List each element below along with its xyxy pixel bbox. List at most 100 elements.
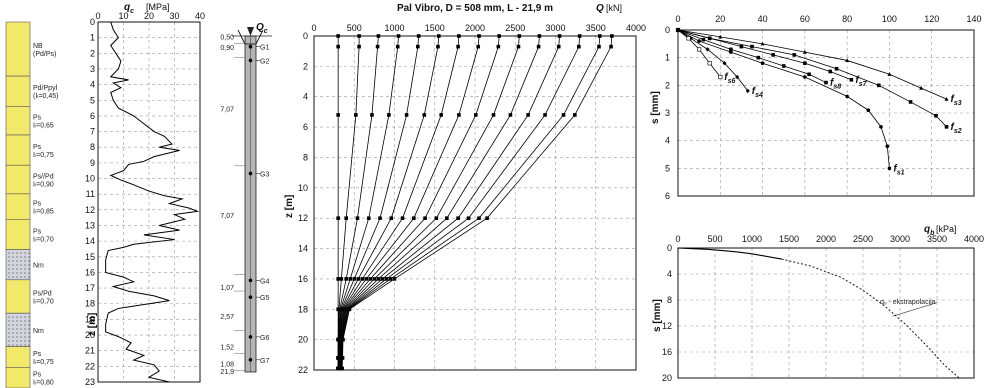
load-point: [537, 34, 542, 38]
load-point: [370, 113, 374, 117]
soil-layer-label: (Pd/Ps): [33, 51, 56, 58]
cpt-y-tick: 22: [85, 361, 95, 371]
load-point: [376, 34, 381, 38]
load-point: [357, 44, 361, 49]
load-frame: [313, 35, 637, 371]
load-series-line: [340, 35, 581, 369]
settle-point: [944, 125, 949, 129]
gauge-label: G7: [260, 358, 269, 365]
base-x-tick: 3000: [890, 234, 910, 244]
settle-series-label: fs4: [752, 86, 763, 99]
load-point: [577, 34, 582, 38]
settle-point: [908, 100, 913, 104]
settle-series-line: [677, 29, 852, 81]
load-y-tick: 20: [298, 335, 308, 345]
load-y-tick: 10: [298, 183, 308, 193]
base-x-tick: 1500: [779, 234, 799, 244]
settle-point: [771, 53, 775, 57]
base-y-tick: 8: [667, 295, 672, 305]
load-point: [387, 113, 391, 117]
load-point: [344, 277, 348, 281]
load-point: [434, 216, 439, 220]
load-point: [536, 44, 541, 49]
load-x-tick: 1000: [384, 23, 404, 33]
pile-depth-label: 7,07: [220, 213, 234, 220]
soil-layer-label: (Iₗ=0,45): [33, 93, 58, 100]
settle-x-tick: 20: [715, 14, 725, 24]
settle-point: [866, 108, 871, 113]
base-x-unit: [kPa]: [936, 224, 957, 234]
cpt-y-tick: 1: [90, 33, 95, 43]
load-x-tick: 1500: [425, 23, 445, 33]
settle-y-tick: 1: [665, 53, 670, 63]
load-x-tick: 2500: [505, 23, 525, 33]
load-point: [392, 277, 397, 281]
load-point: [517, 34, 522, 38]
cpt-x-tick: 10: [118, 11, 128, 21]
settle-point: [745, 88, 750, 94]
load-point: [372, 277, 377, 281]
soil-layer-label: Iₗ=0,70: [33, 299, 54, 306]
cpt-y-label: z [m]: [87, 313, 98, 336]
load-point: [573, 113, 577, 117]
load-point: [336, 216, 340, 220]
load-x-tick: 3000: [545, 23, 565, 33]
settle-frame: [677, 29, 975, 197]
load-point: [543, 113, 547, 117]
cpt-y-tick: 9: [90, 158, 95, 168]
soil-layer-label: Iₗ=0,75: [33, 152, 54, 159]
cpt-y-tick: 17: [85, 283, 95, 293]
cpt-qc-line: [105, 21, 200, 383]
settle-y-tick: 2: [665, 80, 670, 90]
settle-x-tick: 80: [842, 14, 852, 24]
base-x-tick: 4000: [964, 234, 984, 244]
settle-y-label: s [mm]: [650, 91, 661, 124]
base-y-tick: 16: [662, 347, 672, 357]
load-point: [597, 34, 602, 38]
settle-point: [729, 50, 733, 54]
gauge-label: G4: [260, 278, 269, 285]
soil-layer-label: Ps: [33, 228, 42, 235]
pile-load-label: Qc: [256, 22, 268, 35]
cpt-x-tick: 0: [95, 11, 100, 21]
settle-series-label: fs8: [830, 78, 841, 91]
load-point: [354, 113, 358, 117]
base-x-tick: 500: [707, 234, 722, 244]
soil-layer: [5, 367, 31, 388]
load-chart: 0 2 4 6 8 10 12 14 16 18 20 22 0 500 1000 1500 2000 2500 3…: [284, 3, 646, 375]
soil-layer: [5, 249, 31, 281]
gauge-label: G3: [260, 171, 269, 178]
settle-point: [807, 72, 811, 77]
soil-layer: [5, 279, 31, 314]
load-point: [375, 44, 380, 49]
cpt-y-tick: 5: [90, 95, 95, 105]
soil-layer-label: Iₗ=0,90: [33, 182, 54, 189]
cpt-y-tick: 20: [85, 330, 95, 340]
settle-point: [688, 36, 693, 41]
settle-point: [697, 47, 702, 52]
load-y-tick: 16: [298, 274, 308, 284]
cpt-x-label: qc: [124, 2, 134, 15]
settle-point: [828, 69, 833, 74]
load-series-line: [338, 35, 440, 369]
load-point: [384, 277, 389, 281]
cpt-frame: [97, 21, 201, 383]
settle-point: [877, 83, 881, 88]
settle-point: [686, 36, 691, 41]
cpt-y-tick: 6: [90, 111, 95, 121]
load-point: [352, 277, 357, 281]
load-series-line: [338, 35, 480, 369]
settle-point: [735, 74, 740, 80]
load-y-tick: 4: [303, 92, 308, 102]
settle-y-tick: 0: [665, 25, 670, 35]
settle-point: [824, 80, 828, 85]
settle-point: [718, 74, 723, 80]
load-point: [366, 216, 371, 220]
load-point: [526, 113, 530, 117]
pile-depth-label: 21,9: [220, 369, 234, 376]
load-point: [422, 113, 427, 117]
load-point: [348, 277, 353, 281]
settle-y-tick: 5: [665, 163, 670, 173]
load-x-tick: 0: [311, 23, 316, 33]
gauge-point: [248, 58, 253, 63]
